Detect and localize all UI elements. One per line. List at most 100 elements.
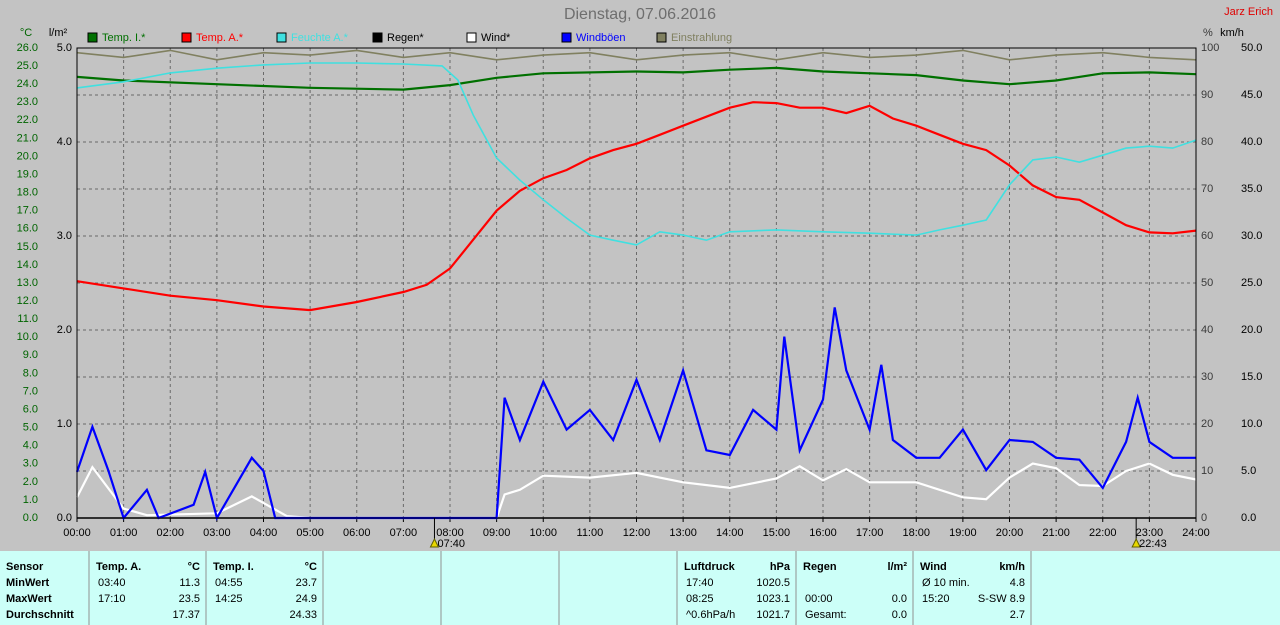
table-cell: 4.8 <box>1010 577 1025 589</box>
y-tick-label: 16.0 <box>17 223 38 235</box>
table-cell: Ø 10 min. <box>922 577 970 589</box>
y-tick-label: 10.0 <box>17 331 38 343</box>
y-tick-label: 35.0 <box>1241 183 1262 195</box>
y-tick-label: 1.0 <box>57 418 72 430</box>
y-tick-label: 1.0 <box>23 494 38 506</box>
sun-icon <box>429 537 440 548</box>
y-tick-label: 50.0 <box>1241 42 1262 54</box>
x-tick-label: 13:00 <box>669 527 697 539</box>
y-tick-label: 90 <box>1201 89 1213 101</box>
plot-frame <box>76 47 1197 519</box>
table-header: Wind <box>920 561 947 573</box>
y-tick-label: 12.0 <box>17 295 38 307</box>
table-unit: °C <box>305 561 317 573</box>
y-tick-label: 0.0 <box>1241 512 1256 524</box>
x-tick-label: 23:00 <box>1136 527 1164 539</box>
axis-label: km/h <box>1220 27 1244 39</box>
table-cell: 0.0 <box>892 609 907 621</box>
y-tick-label: 5.0 <box>1241 465 1256 477</box>
y-tick-label: 4.0 <box>23 440 38 452</box>
table-cell: 11.3 <box>179 577 200 589</box>
table-cell: 1020.5 <box>756 577 790 589</box>
y-tick-label: 45.0 <box>1241 89 1262 101</box>
y-tick-label: 5.0 <box>23 422 38 434</box>
table-cell: 1021.7 <box>756 609 790 621</box>
y-tick-label: 6.0 <box>23 403 38 415</box>
y-tick-label: 60 <box>1201 230 1213 242</box>
series-line <box>76 49 1197 61</box>
y-tick-label: 70 <box>1201 183 1213 195</box>
x-tick-label: 15:00 <box>763 527 791 539</box>
table-cell: 08:25 <box>686 593 714 605</box>
x-tick-label: 10:00 <box>529 527 557 539</box>
table-cell: 03:40 <box>98 577 126 589</box>
y-tick-label: 0 <box>1201 512 1207 524</box>
table-cell: Durchschnitt <box>6 609 74 621</box>
legend-label: Regen* <box>387 32 424 44</box>
table-cell: 2.7 <box>1010 609 1025 621</box>
x-tick-label: 11:00 <box>577 527 604 539</box>
y-tick-label: 3.0 <box>23 458 38 470</box>
y-tick-label: 25.0 <box>1241 277 1262 289</box>
x-tick-label: 02:00 <box>156 527 184 539</box>
x-tick-label: 03:00 <box>203 527 231 539</box>
y-tick-label: 15.0 <box>17 241 38 253</box>
legend-swatch <box>276 32 287 43</box>
table-cell: ^0.6hPa/h <box>686 609 735 621</box>
table-header: Regen <box>803 561 837 573</box>
chart-title: Dienstag, 07.06.2016 <box>564 6 716 23</box>
y-tick-label: 30.0 <box>1241 230 1262 242</box>
x-tick-label: 14:00 <box>716 527 744 539</box>
table-cell: MinWert <box>6 577 50 589</box>
table-unit: °C <box>188 561 200 573</box>
table-cell: 1023.1 <box>756 593 790 605</box>
legend-label: Temp. I.* <box>102 32 146 44</box>
y-tick-label: 19.0 <box>17 168 38 180</box>
table-unit: km/h <box>999 561 1025 573</box>
table-cell: 17.37 <box>172 609 200 621</box>
table-header: Temp. I. <box>213 561 254 573</box>
y-tick-label: 15.0 <box>1241 371 1262 383</box>
legend-swatch <box>372 32 383 43</box>
y-tick-label: 40 <box>1201 324 1213 336</box>
table-cell: Gesamt: <box>805 609 847 621</box>
table-cell: 24.9 <box>296 593 317 605</box>
x-tick-label: 04:00 <box>250 527 278 539</box>
legend-label: Einstrahlung <box>671 32 732 44</box>
y-tick-label: 20.0 <box>1241 324 1262 336</box>
marker-label: 22:43 <box>1139 538 1167 550</box>
x-tick-label: 08:00 <box>436 527 464 539</box>
table-header: Luftdruck <box>684 561 736 573</box>
table-cell: 0.0 <box>892 593 907 605</box>
x-tick-label: 12:00 <box>623 527 651 539</box>
series-line <box>76 62 1197 246</box>
x-tick-label: 07:00 <box>390 527 418 539</box>
y-tick-label: 18.0 <box>17 187 38 199</box>
legend-label: Windböen <box>576 32 626 44</box>
series-line <box>76 101 1197 312</box>
author: Jarz Erich <box>1224 6 1273 18</box>
y-tick-label: 23.0 <box>17 96 38 108</box>
table-bg <box>0 551 1280 625</box>
y-tick-label: 25.0 <box>17 60 38 72</box>
x-tick-label: 20:00 <box>996 527 1024 539</box>
y-tick-label: 3.0 <box>57 230 72 242</box>
y-tick-label: 10 <box>1201 465 1213 477</box>
x-tick-label: 22:00 <box>1089 527 1117 539</box>
y-tick-label: 7.0 <box>23 385 38 397</box>
x-tick-label: 16:00 <box>809 527 837 539</box>
table-header: Temp. A. <box>96 561 141 573</box>
table-cell: 17:40 <box>686 577 714 589</box>
table-cell: 04:55 <box>215 577 243 589</box>
x-tick-label: 01:00 <box>110 527 138 539</box>
table-cell: S-SW 8.9 <box>978 593 1025 605</box>
table-header: Sensor <box>6 561 44 573</box>
table-cell: 14:25 <box>215 593 243 605</box>
y-tick-label: 9.0 <box>23 349 38 361</box>
y-tick-label: 11.0 <box>17 313 38 325</box>
y-tick-label: 0.0 <box>23 512 38 524</box>
legend-swatch <box>466 32 477 43</box>
x-tick-label: 19:00 <box>949 527 977 539</box>
